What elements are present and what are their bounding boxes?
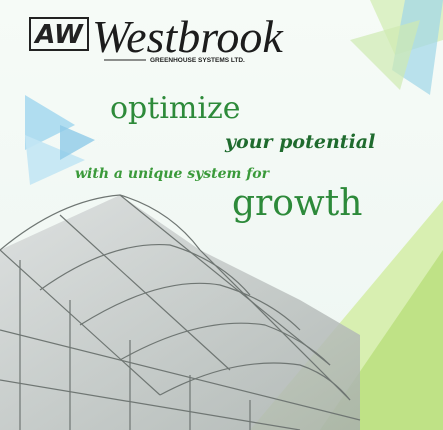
- headline-potential: your potential: [224, 131, 375, 153]
- ad-banner: AW Westbrook GREENHOUSE SYSTEMS LTD. opt…: [0, 0, 443, 430]
- logo-tagline: GREENHOUSE SYSTEMS LTD.: [150, 57, 245, 64]
- headline-unique: with a unique system for: [75, 166, 271, 182]
- logo-mark: AW: [33, 20, 84, 50]
- logo-name: Westbrook: [92, 11, 284, 62]
- headline-growth: growth: [232, 183, 362, 224]
- headline-optimize: optimize: [110, 91, 241, 126]
